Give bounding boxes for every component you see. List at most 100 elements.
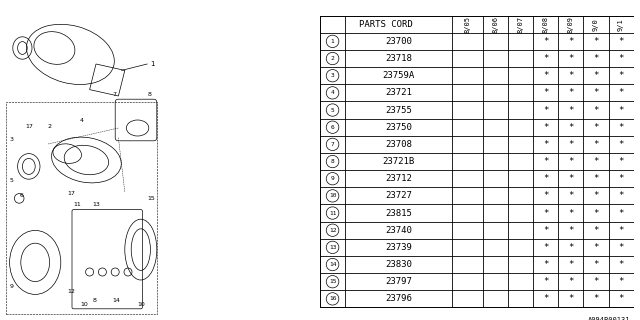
Text: *: * <box>543 226 548 235</box>
Text: 23739: 23739 <box>385 243 412 252</box>
Text: 2: 2 <box>48 124 52 129</box>
Text: PARTS CORD: PARTS CORD <box>359 20 413 29</box>
Text: 7: 7 <box>331 142 335 147</box>
Text: *: * <box>618 226 624 235</box>
Text: 16: 16 <box>329 296 336 301</box>
Text: 10: 10 <box>80 301 88 307</box>
Text: *: * <box>618 191 624 200</box>
Text: *: * <box>618 174 624 183</box>
Text: 1: 1 <box>150 61 155 67</box>
Text: *: * <box>618 243 624 252</box>
Text: *: * <box>593 157 598 166</box>
Text: *: * <box>568 123 573 132</box>
Text: 3: 3 <box>331 73 335 78</box>
Text: 5: 5 <box>10 179 13 183</box>
Text: 9/0: 9/0 <box>593 18 599 31</box>
Text: *: * <box>618 277 624 286</box>
Text: *: * <box>568 37 573 46</box>
Text: 8/06: 8/06 <box>493 16 499 33</box>
Text: 13: 13 <box>93 203 100 207</box>
Text: *: * <box>618 123 624 132</box>
Text: 23708: 23708 <box>385 140 412 149</box>
Text: 8: 8 <box>93 298 97 303</box>
Text: *: * <box>593 260 598 269</box>
Text: *: * <box>568 260 573 269</box>
Text: 23796: 23796 <box>385 294 412 303</box>
Text: 23718: 23718 <box>385 54 412 63</box>
Text: A094B00131: A094B00131 <box>588 317 630 320</box>
Text: *: * <box>543 260 548 269</box>
Text: 9: 9 <box>10 284 13 289</box>
Text: *: * <box>543 54 548 63</box>
Text: 23759A: 23759A <box>382 71 415 80</box>
Text: 23755: 23755 <box>385 106 412 115</box>
Text: *: * <box>593 123 598 132</box>
Text: *: * <box>543 106 548 115</box>
Text: *: * <box>568 294 573 303</box>
Text: 2: 2 <box>331 56 335 61</box>
Text: 3: 3 <box>10 137 13 142</box>
Text: 13: 13 <box>329 245 336 250</box>
Text: *: * <box>543 71 548 80</box>
Text: *: * <box>568 243 573 252</box>
Text: *: * <box>593 294 598 303</box>
Text: *: * <box>568 277 573 286</box>
Text: *: * <box>593 37 598 46</box>
Text: 8/09: 8/09 <box>568 16 574 33</box>
Text: *: * <box>543 243 548 252</box>
Text: *: * <box>593 226 598 235</box>
Text: *: * <box>568 54 573 63</box>
Text: *: * <box>593 88 598 97</box>
Text: 12: 12 <box>67 289 75 294</box>
Text: *: * <box>593 243 598 252</box>
Text: *: * <box>618 54 624 63</box>
Text: *: * <box>618 140 624 149</box>
Text: *: * <box>593 174 598 183</box>
Text: *: * <box>543 294 548 303</box>
Text: *: * <box>568 157 573 166</box>
Text: *: * <box>543 209 548 218</box>
Text: *: * <box>543 157 548 166</box>
Text: 1: 1 <box>331 39 335 44</box>
Text: *: * <box>568 140 573 149</box>
Text: *: * <box>568 226 573 235</box>
Text: 15: 15 <box>329 279 336 284</box>
Text: *: * <box>618 157 624 166</box>
Text: 10: 10 <box>138 301 145 307</box>
Text: 8/05: 8/05 <box>465 16 470 33</box>
Text: 8: 8 <box>147 92 151 97</box>
Text: *: * <box>593 209 598 218</box>
Text: 4: 4 <box>80 117 84 123</box>
Text: *: * <box>568 88 573 97</box>
Text: *: * <box>543 174 548 183</box>
Text: *: * <box>618 37 624 46</box>
Text: 23712: 23712 <box>385 174 412 183</box>
Text: 23721: 23721 <box>385 88 412 97</box>
Text: 4: 4 <box>331 90 335 95</box>
Text: *: * <box>618 209 624 218</box>
Text: 23750: 23750 <box>385 123 412 132</box>
Text: *: * <box>543 88 548 97</box>
Text: 14: 14 <box>112 298 120 303</box>
Text: 7: 7 <box>112 92 116 97</box>
Text: *: * <box>593 71 598 80</box>
Text: *: * <box>568 209 573 218</box>
Text: *: * <box>593 140 598 149</box>
Text: 23815: 23815 <box>385 209 412 218</box>
Text: 6: 6 <box>19 193 23 198</box>
Text: 11: 11 <box>74 203 81 207</box>
Text: 23797: 23797 <box>385 277 412 286</box>
Text: 23700: 23700 <box>385 37 412 46</box>
Text: *: * <box>618 106 624 115</box>
Text: *: * <box>543 277 548 286</box>
Text: *: * <box>593 54 598 63</box>
Text: 8/08: 8/08 <box>543 16 548 33</box>
Text: *: * <box>568 191 573 200</box>
Text: 12: 12 <box>329 228 336 233</box>
Text: *: * <box>543 37 548 46</box>
Text: 9/1: 9/1 <box>618 18 624 31</box>
Text: 5: 5 <box>331 108 335 113</box>
Text: 23830: 23830 <box>385 260 412 269</box>
Text: 17: 17 <box>26 124 33 129</box>
Text: *: * <box>568 106 573 115</box>
